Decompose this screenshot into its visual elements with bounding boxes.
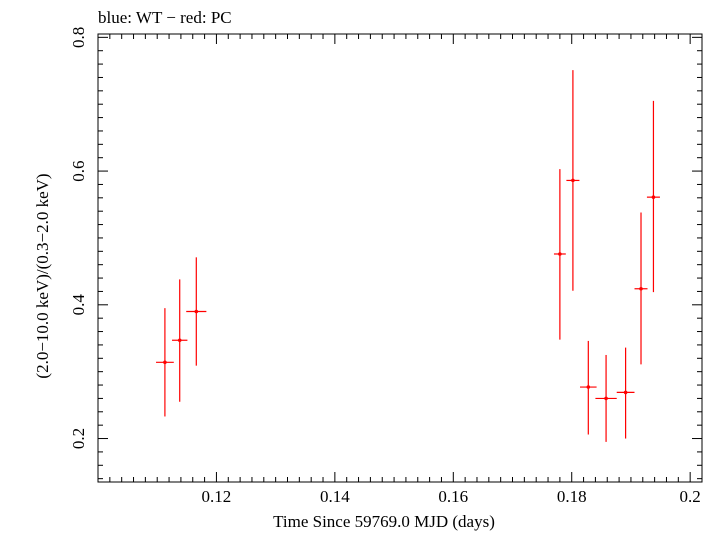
data-point	[172, 279, 188, 402]
x-tick-label: 0.2	[680, 487, 701, 506]
data-series	[156, 70, 660, 442]
data-marker	[604, 396, 608, 401]
data-marker	[194, 309, 199, 314]
data-marker	[623, 390, 628, 395]
y-tick-label: 0.8	[69, 27, 88, 48]
plot-frame-rect	[97, 33, 703, 483]
y-tick-label: 0.6	[69, 160, 88, 181]
data-marker	[639, 286, 643, 291]
data-marker	[586, 385, 591, 389]
x-axis-ticks: 0.12 0.14 0.16 0.18 0.2	[109, 34, 703, 506]
data-point	[595, 354, 617, 442]
y-axis-ticks: 0.2 0.4 0.6 0.8	[69, 27, 702, 480]
y-axis-label: (2.0−10.0 keV)/(0.3−2.0 keV)	[33, 173, 52, 378]
data-marker	[651, 195, 656, 199]
data-marker	[177, 338, 182, 343]
data-point	[616, 347, 635, 439]
data-marker	[163, 360, 167, 365]
data-point	[646, 100, 660, 293]
data-point	[634, 212, 648, 365]
x-tick-label: 0.14	[320, 487, 350, 506]
y-tick-label: 0.2	[69, 428, 88, 449]
plot-frame	[97, 33, 703, 483]
chart-title: blue: WT − red: PC	[98, 8, 232, 27]
data-point	[156, 308, 174, 417]
data-point	[580, 340, 597, 435]
y-tick-label: 0.4	[69, 294, 88, 316]
x-tick-label: 0.16	[438, 487, 468, 506]
x-tick-label: 0.18	[557, 487, 587, 506]
data-point	[566, 70, 580, 291]
data-point	[186, 257, 207, 366]
x-axis-label: Time Since 59769.0 MJD (days)	[273, 512, 495, 531]
data-marker	[558, 252, 562, 256]
x-tick-label: 0.12	[202, 487, 232, 506]
data-point	[553, 169, 566, 340]
data-marker	[571, 178, 575, 183]
